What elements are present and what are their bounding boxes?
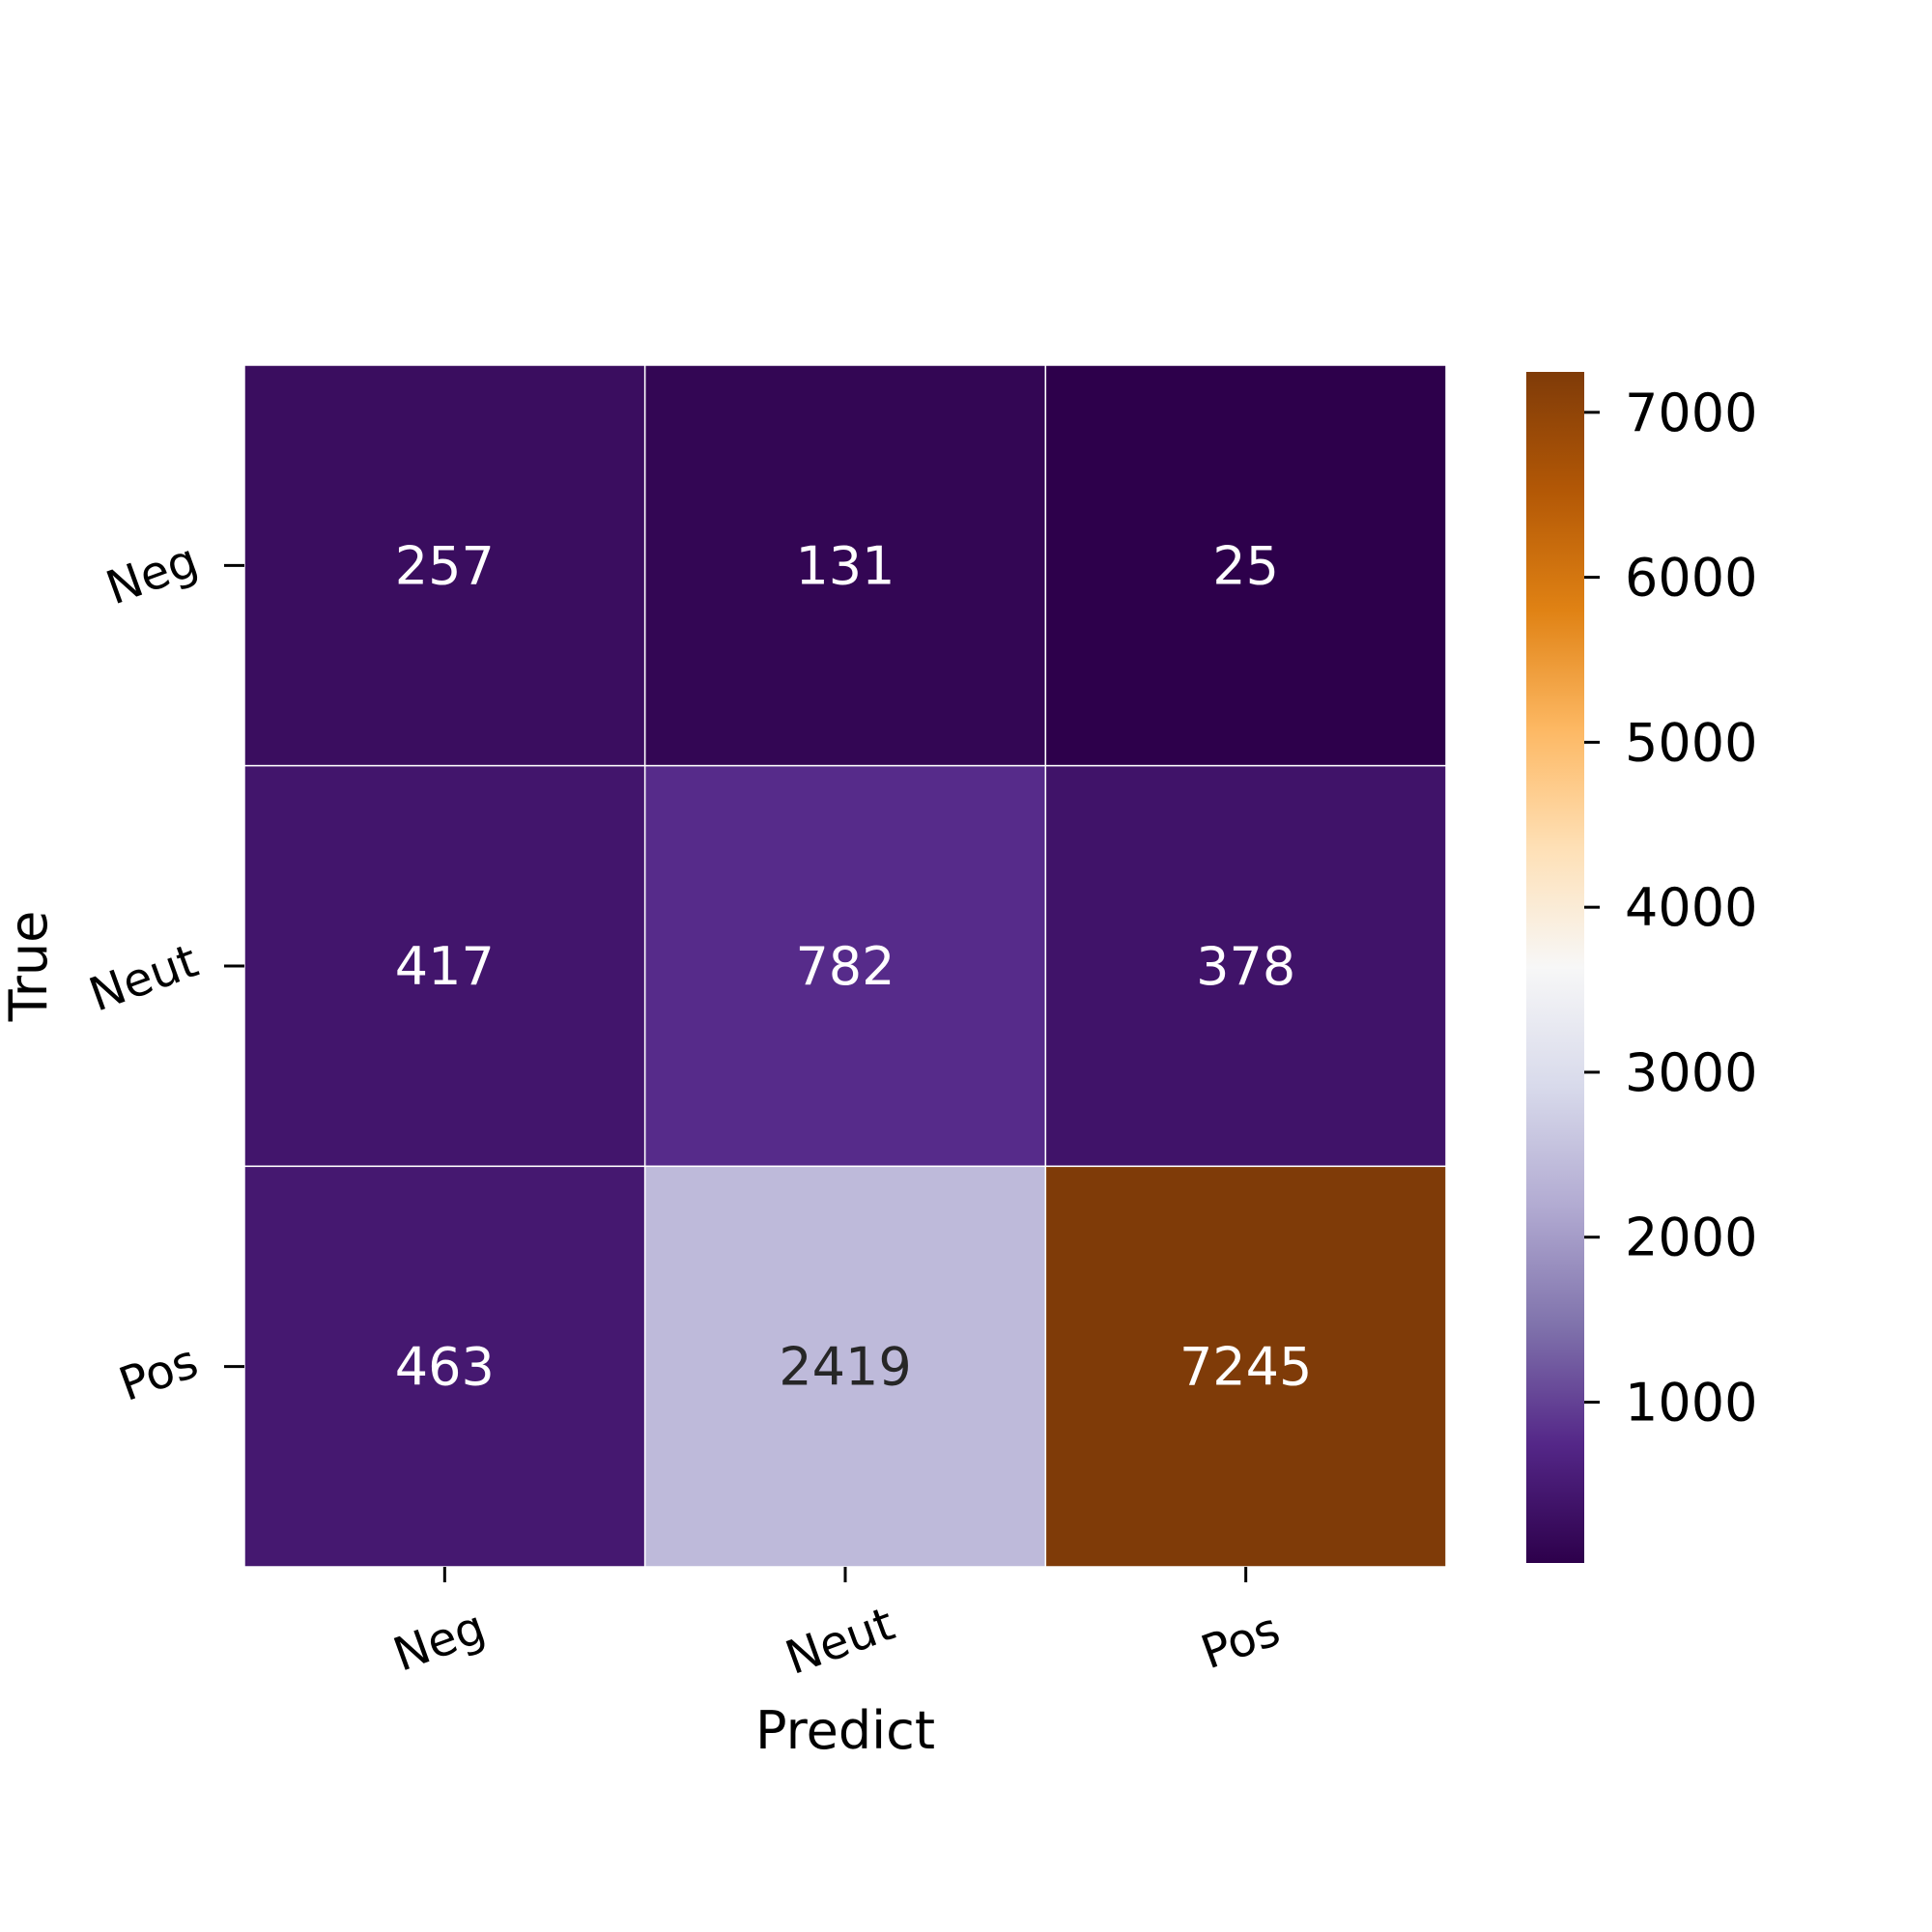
colorbar-tick-label: 6000 xyxy=(1625,548,1757,609)
x-tick-label: Neg xyxy=(386,1600,492,1682)
y-tick-label: Neg xyxy=(99,533,205,615)
cell-value-label: 378 xyxy=(1196,936,1295,997)
x-tick-label: Neut xyxy=(779,1597,901,1686)
cell-value-label: 782 xyxy=(795,936,895,997)
colorbar-tick-label: 4000 xyxy=(1625,877,1757,938)
cell-value-label: 463 xyxy=(395,1337,495,1398)
colorbar xyxy=(1526,372,1584,1563)
colorbar-tick-label: 3000 xyxy=(1625,1042,1757,1103)
y-tick-label: Neut xyxy=(82,934,205,1023)
heatmap-cell xyxy=(243,364,646,767)
heatmap-cell xyxy=(243,764,646,1168)
cell-value-label: 257 xyxy=(395,535,495,596)
heatmap-cell xyxy=(643,764,1047,1168)
colorbar-tick-label: 7000 xyxy=(1625,383,1757,443)
cell-value-label: 131 xyxy=(795,535,895,596)
heatmap-cell xyxy=(643,1165,1047,1568)
colorbar-tick-label: 2000 xyxy=(1625,1208,1757,1268)
x-axis-ticks: Neg Neut Pos xyxy=(386,1567,1287,1686)
cell-value-labels: 257 131 25 417 782 378 463 2419 7245 xyxy=(395,535,1313,1397)
heatmap-cell xyxy=(1044,764,1447,1168)
y-axis-label: True xyxy=(0,911,59,1023)
cell-value-label: 25 xyxy=(1212,535,1279,596)
colorbar-tick-label: 1000 xyxy=(1625,1372,1757,1433)
heatmap-cell xyxy=(643,364,1047,767)
y-axis-ticks: Neg Neut Pos xyxy=(82,533,244,1412)
heatmap-cells xyxy=(243,364,1447,1568)
cell-value-label: 2419 xyxy=(779,1337,911,1398)
x-axis-label: Predict xyxy=(755,1700,935,1761)
x-tick-label: Pos xyxy=(1194,1603,1287,1681)
y-tick-label: Pos xyxy=(112,1334,205,1412)
colorbar-ticks: 1000 2000 3000 4000 5000 6000 7000 xyxy=(1584,383,1757,1433)
heatmap-cell xyxy=(1044,364,1447,767)
cell-value-label: 7245 xyxy=(1179,1337,1312,1398)
cell-value-label: 417 xyxy=(395,936,495,997)
heatmap-cell xyxy=(243,1165,646,1568)
colorbar-tick-label: 5000 xyxy=(1625,712,1757,773)
